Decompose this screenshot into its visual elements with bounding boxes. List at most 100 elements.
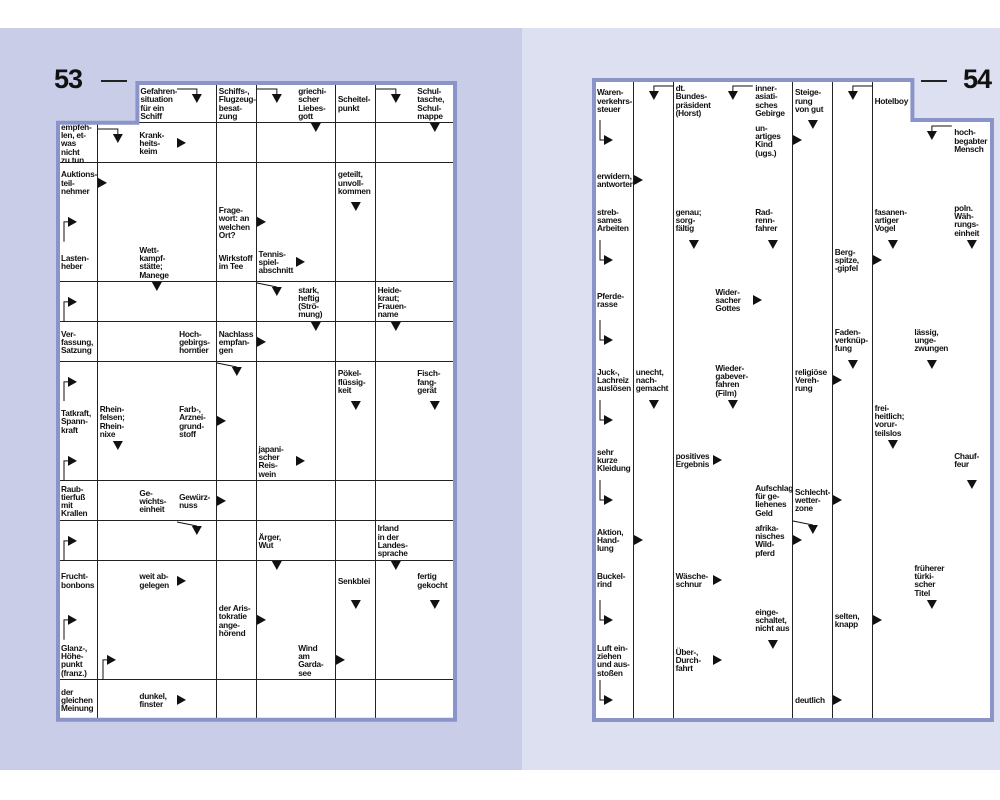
answer-cell[interactable] (256, 640, 297, 681)
answer-cell[interactable] (177, 441, 218, 482)
answer-cell[interactable] (673, 520, 714, 561)
answer-cell[interactable] (177, 162, 218, 203)
answer-cell[interactable] (832, 360, 874, 401)
answer-cell[interactable] (633, 560, 675, 601)
answer-cell[interactable] (952, 600, 993, 641)
answer-cell[interactable] (375, 361, 416, 402)
answer-cell[interactable] (832, 680, 874, 721)
answer-cell[interactable] (633, 400, 675, 441)
answer-cell[interactable] (97, 560, 138, 601)
answer-cell[interactable] (97, 680, 138, 721)
answer-cell[interactable] (375, 401, 416, 442)
answer-cell[interactable] (793, 280, 834, 321)
answer-cell[interactable] (912, 600, 953, 641)
answer-cell[interactable] (713, 400, 754, 441)
answer-cell[interactable] (713, 520, 754, 561)
answer-cell[interactable] (296, 560, 337, 601)
answer-cell[interactable] (216, 401, 257, 442)
answer-cell[interactable] (296, 680, 337, 721)
answer-cell[interactable] (713, 120, 754, 161)
answer-cell[interactable] (97, 600, 138, 641)
answer-cell[interactable] (793, 320, 834, 361)
answer-cell[interactable] (912, 520, 953, 561)
answer-cell[interactable] (832, 280, 874, 321)
answer-cell[interactable] (832, 120, 874, 161)
answer-cell[interactable] (872, 280, 913, 321)
answer-cell[interactable] (216, 282, 257, 323)
answer-cell[interactable] (713, 80, 754, 121)
answer-cell[interactable] (753, 160, 794, 201)
answer-cell[interactable] (177, 640, 218, 681)
answer-cell[interactable] (633, 280, 675, 321)
answer-cell[interactable] (375, 122, 416, 164)
answer-cell[interactable] (97, 242, 138, 283)
answer-cell[interactable] (872, 480, 913, 521)
answer-cell[interactable] (952, 160, 993, 201)
answer-cell[interactable] (872, 320, 913, 361)
answer-cell[interactable] (753, 440, 794, 481)
answer-cell[interactable] (335, 122, 377, 164)
answer-cell[interactable] (872, 120, 913, 161)
answer-cell[interactable] (952, 280, 993, 321)
answer-cell[interactable] (633, 240, 675, 281)
answer-cell[interactable] (912, 160, 953, 201)
answer-cell[interactable] (912, 680, 953, 721)
answer-cell[interactable] (633, 480, 675, 521)
answer-cell[interactable] (415, 680, 456, 721)
answer-cell[interactable] (633, 160, 675, 201)
answer-cell[interactable] (633, 80, 675, 121)
answer-cell[interactable] (296, 520, 337, 562)
answer-cell[interactable] (177, 122, 218, 164)
answer-cell[interactable] (415, 122, 456, 164)
answer-cell[interactable] (832, 400, 874, 441)
answer-cell[interactable] (375, 441, 416, 482)
answer-cell[interactable] (952, 400, 993, 441)
answer-cell[interactable] (296, 202, 337, 243)
answer-cell[interactable] (713, 200, 754, 241)
answer-cell[interactable] (177, 680, 218, 721)
answer-cell[interactable] (792, 520, 834, 561)
answer-cell[interactable] (952, 560, 993, 601)
answer-cell[interactable] (97, 481, 138, 522)
answer-cell[interactable] (97, 202, 138, 243)
answer-cell[interactable] (335, 680, 377, 721)
answer-cell[interactable] (912, 640, 953, 681)
answer-cell[interactable] (415, 640, 456, 681)
answer-cell[interactable] (633, 640, 675, 681)
answer-cell[interactable] (216, 122, 257, 164)
answer-cell[interactable] (137, 640, 178, 681)
answer-cell[interactable] (296, 481, 337, 522)
answer-cell[interactable] (594, 680, 635, 721)
answer-cell[interactable] (137, 202, 178, 243)
answer-cell[interactable] (256, 361, 297, 402)
answer-cell[interactable] (177, 282, 218, 323)
answer-cell[interactable] (296, 600, 337, 641)
answer-cell[interactable] (793, 120, 834, 161)
answer-cell[interactable] (216, 361, 257, 402)
answer-cell[interactable] (375, 202, 416, 243)
answer-cell[interactable] (216, 520, 257, 562)
answer-cell[interactable] (912, 480, 953, 521)
answer-cell[interactable] (912, 400, 953, 441)
answer-cell[interactable] (673, 360, 714, 401)
answer-cell[interactable] (58, 282, 99, 323)
answer-cell[interactable] (952, 520, 993, 561)
answer-cell[interactable] (335, 520, 377, 562)
answer-cell[interactable] (335, 242, 377, 283)
answer-cell[interactable] (753, 320, 794, 361)
answer-cell[interactable] (97, 520, 138, 562)
answer-cell[interactable] (137, 441, 178, 482)
answer-cell[interactable] (633, 520, 675, 561)
answer-cell[interactable] (216, 640, 257, 681)
answer-cell[interactable] (296, 162, 337, 203)
answer-cell[interactable] (872, 160, 913, 201)
answer-cell[interactable] (97, 162, 138, 203)
answer-cell[interactable] (335, 321, 377, 363)
answer-cell[interactable] (753, 400, 794, 441)
answer-cell[interactable] (952, 320, 993, 361)
answer-cell[interactable] (753, 360, 794, 401)
answer-cell[interactable] (594, 400, 635, 441)
answer-cell[interactable] (177, 202, 218, 243)
answer-cell[interactable] (633, 120, 675, 161)
answer-cell[interactable] (415, 520, 456, 562)
